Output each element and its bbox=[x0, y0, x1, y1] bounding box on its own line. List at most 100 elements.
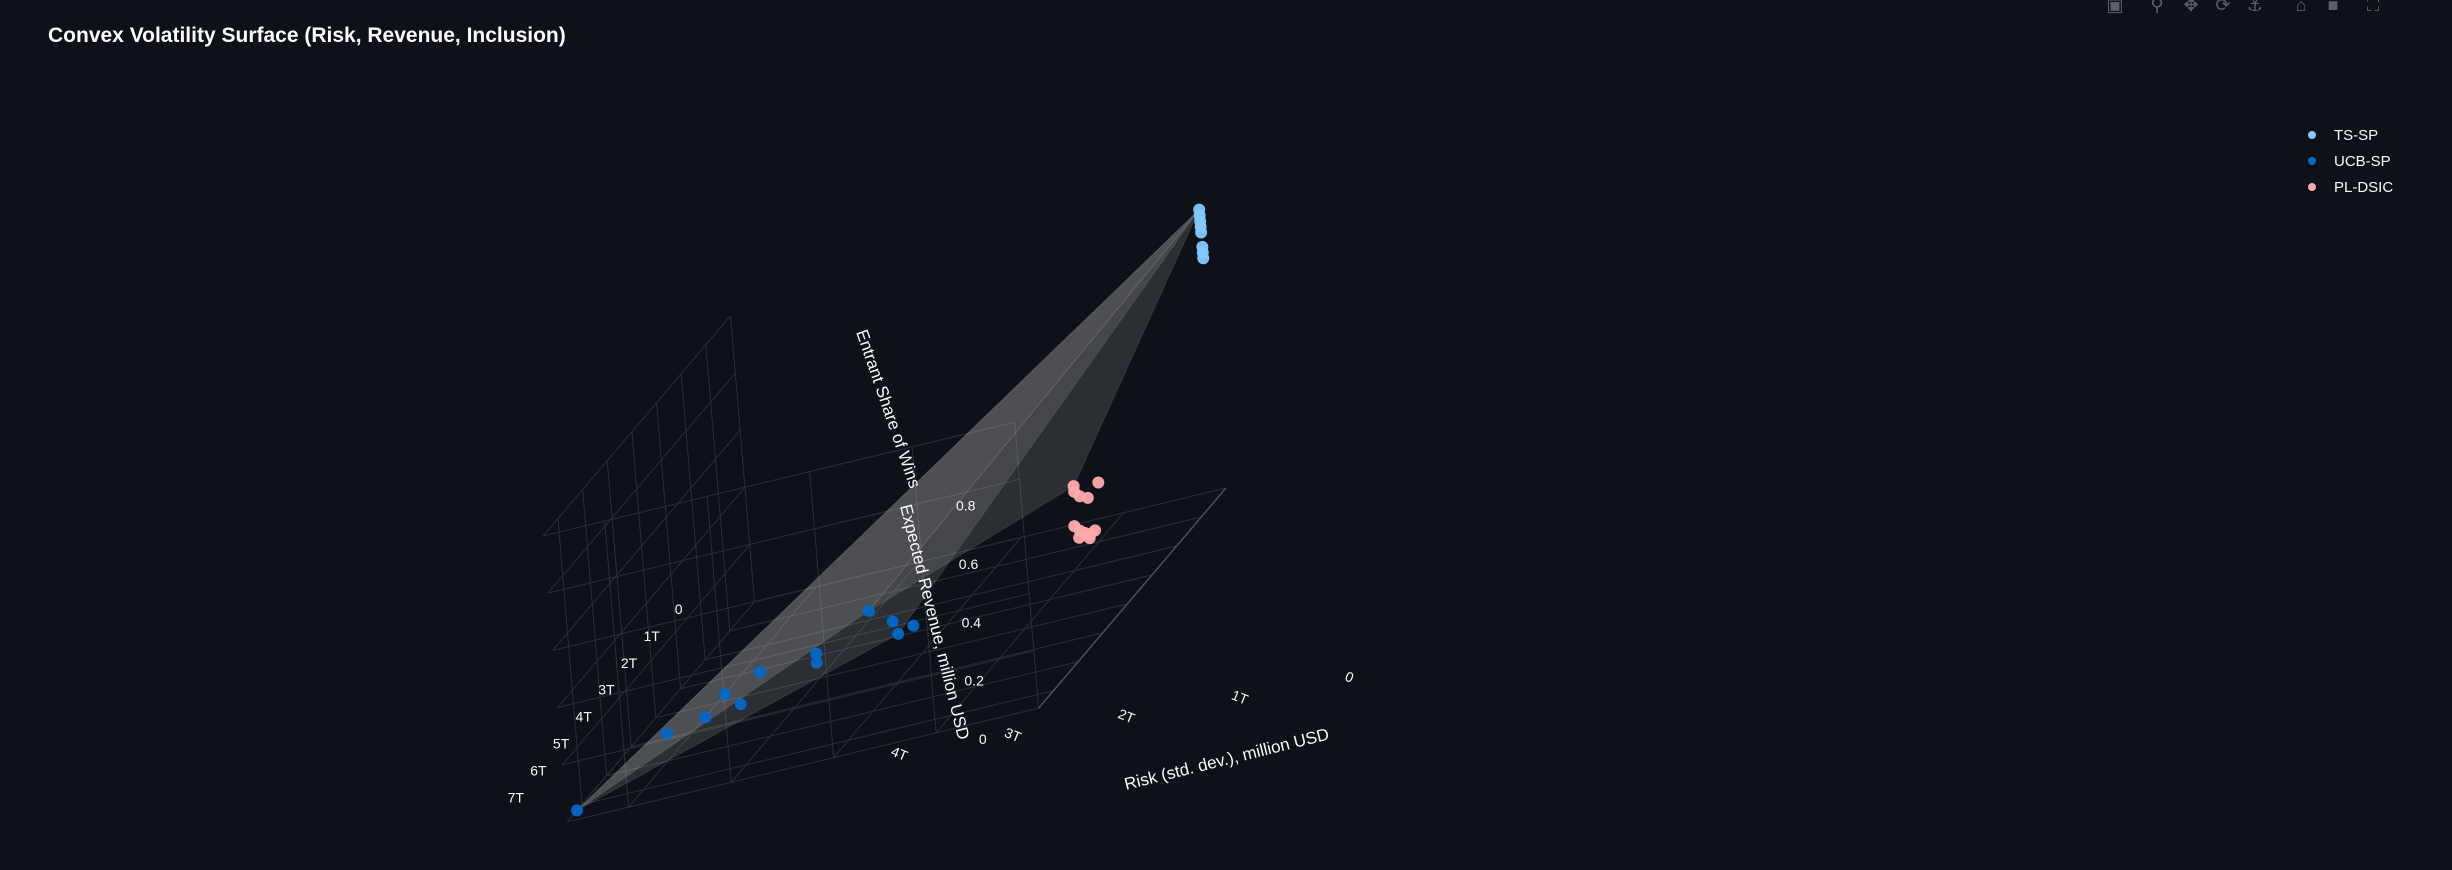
surface-facet bbox=[868, 209, 1200, 612]
grid-line bbox=[705, 545, 1177, 661]
legend-marker bbox=[2308, 183, 2316, 191]
point-ts-sp bbox=[1197, 252, 1210, 265]
y-tick-label: 4T bbox=[576, 709, 593, 725]
grid-line bbox=[1014, 422, 1040, 709]
grid-line bbox=[567, 707, 1039, 823]
grid-line bbox=[911, 446, 937, 733]
legend-item-ucb-sp[interactable]: UCB-SP bbox=[2300, 148, 2420, 174]
magnifier-icon[interactable]: ⚲ bbox=[2150, 0, 2164, 14]
x-tick-label: 2T bbox=[1116, 705, 1138, 726]
grid-line bbox=[754, 487, 1227, 603]
x-tick-label: 1T bbox=[1229, 687, 1251, 708]
point-pl-dsic bbox=[1073, 531, 1086, 544]
grid-line bbox=[557, 487, 746, 708]
grid-line bbox=[561, 544, 751, 766]
point-ucb-sp bbox=[886, 615, 899, 628]
grid-line bbox=[631, 431, 657, 718]
grid-line bbox=[547, 478, 1020, 594]
point-pl-dsic bbox=[1083, 532, 1096, 545]
x-tick-label: 3T bbox=[1002, 724, 1024, 745]
legend-item-pl-dsic[interactable]: PL-DSIC bbox=[2300, 174, 2420, 200]
z-tick-label: 0.8 bbox=[956, 497, 976, 513]
y-tick-label: 6T bbox=[530, 763, 547, 779]
point-ucb-sp bbox=[892, 627, 905, 640]
grid-line bbox=[606, 460, 632, 747]
turntable-icon[interactable]: ⚓ bbox=[2246, 0, 2264, 14]
legend-marker bbox=[2308, 157, 2316, 165]
z-tick-label: 0.2 bbox=[964, 673, 984, 689]
grid-line bbox=[543, 421, 1015, 537]
grid-line bbox=[680, 373, 706, 660]
tick-labels: 0 0.2 0.4 0.6 0.8 0 1T 2T 3T 4T 5T 6T 7T 0 1T 2T 3T 4T bbox=[508, 497, 1357, 805]
x-axis-title: Risk (std. dev.), million USD bbox=[1122, 725, 1331, 794]
grid-line bbox=[566, 601, 755, 823]
legend-label: TS-SP bbox=[2334, 126, 2379, 144]
grid-line bbox=[809, 471, 835, 758]
legend-item-ts-sp[interactable]: TS-SP bbox=[2300, 122, 2420, 148]
point-pl-dsic bbox=[1081, 491, 1094, 504]
point-ts-sp bbox=[1195, 226, 1208, 239]
grid-line bbox=[705, 344, 731, 631]
orbit-icon[interactable]: ⟳ bbox=[2215, 0, 2231, 14]
grid-line bbox=[656, 402, 682, 689]
legend: TS-SP UCB-SP PL-DSIC bbox=[2300, 122, 2420, 200]
y-tick-label: 5T bbox=[553, 736, 570, 752]
camera-icon[interactable]: ▣ bbox=[2106, 0, 2124, 14]
point-ucb-sp bbox=[754, 665, 767, 678]
grid-line bbox=[730, 315, 755, 602]
grid-line bbox=[606, 661, 1079, 777]
grid-line bbox=[581, 690, 1054, 806]
fullscreen-icon[interactable]: ⛶ bbox=[2366, 0, 2380, 14]
data-points bbox=[571, 203, 1210, 817]
z-tick-label: 0.4 bbox=[962, 614, 982, 630]
grid-line bbox=[655, 603, 1128, 719]
axis-line bbox=[1038, 487, 1227, 709]
z-tick-label: 0.6 bbox=[959, 556, 979, 572]
point-ucb-sp bbox=[699, 711, 712, 724]
point-ucb-sp bbox=[571, 804, 584, 817]
point-ucb-sp bbox=[810, 656, 823, 669]
point-ucb-sp bbox=[907, 619, 920, 632]
grid-line bbox=[935, 512, 1124, 734]
point-ucb-sp bbox=[734, 698, 747, 711]
point-ucb-sp bbox=[862, 605, 875, 618]
point-ucb-sp bbox=[810, 647, 823, 660]
grid-line bbox=[631, 632, 1103, 748]
x-tick-label: 0 bbox=[1343, 668, 1356, 686]
y-tick-label: 2T bbox=[621, 655, 638, 671]
volatility-surface bbox=[576, 209, 1200, 811]
x-tick-label: 4T bbox=[889, 743, 911, 764]
grid-line bbox=[542, 315, 731, 537]
video-camera-icon[interactable]: ■ bbox=[2327, 0, 2339, 14]
y-tick-label: 0 bbox=[675, 601, 683, 617]
grid-lines bbox=[542, 315, 1227, 823]
legend-marker bbox=[2308, 131, 2316, 139]
surface-facet bbox=[576, 209, 1200, 811]
grid-line bbox=[582, 489, 608, 776]
y-tick-label: 1T bbox=[644, 628, 661, 644]
grid-line bbox=[557, 593, 1030, 709]
legend-label: PL-DSIC bbox=[2334, 178, 2394, 196]
z-tick-label: 0 bbox=[979, 731, 987, 747]
grid-line bbox=[547, 372, 736, 594]
point-pl-dsic bbox=[1092, 476, 1105, 489]
grid-line bbox=[729, 516, 1202, 632]
grid-line bbox=[557, 518, 583, 805]
y-tick-label: 3T bbox=[598, 682, 615, 698]
pan-icon[interactable]: ✥ bbox=[2183, 0, 2199, 14]
surface-facet bbox=[576, 209, 1200, 811]
grid-line bbox=[730, 561, 919, 783]
grid-line bbox=[706, 496, 732, 783]
grid-line bbox=[604, 521, 630, 808]
home-icon[interactable]: ⌂ bbox=[2295, 0, 2307, 14]
grid-line bbox=[552, 429, 741, 651]
z-axis-title: Entrant Share of Wins bbox=[852, 327, 924, 490]
grid-line bbox=[562, 650, 1034, 766]
point-ucb-sp bbox=[660, 727, 673, 740]
point-ucb-sp bbox=[718, 688, 731, 701]
grid-line bbox=[833, 537, 1022, 758]
chart-title: Convex Volatility Surface (Risk, Revenue… bbox=[48, 24, 566, 47]
legend-label: UCB-SP bbox=[2334, 152, 2391, 170]
